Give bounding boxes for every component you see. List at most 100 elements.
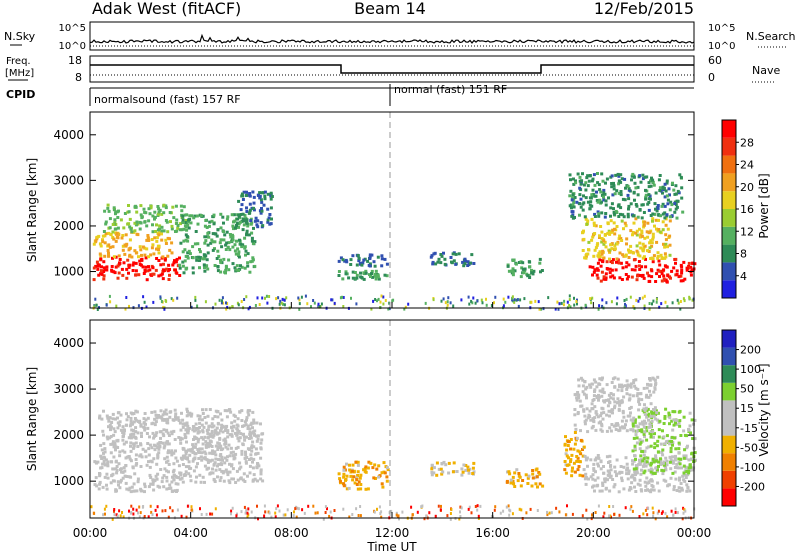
velocity-echo-cell	[170, 450, 174, 454]
velocity-echo-cell	[472, 470, 476, 474]
velocity-echo-cell	[143, 426, 147, 430]
power-noise-cell	[444, 301, 447, 305]
velocity-echo-cell	[673, 470, 677, 474]
velocity-echo-cell	[634, 464, 638, 468]
power-echo-cell	[168, 211, 172, 214]
velocity-echo-cell	[531, 476, 535, 480]
velocity-echo-cell	[128, 486, 132, 490]
velocity-echo-cell	[252, 418, 256, 422]
velocity-echo-cell	[363, 467, 367, 471]
velocity-echo-cell	[135, 410, 139, 414]
power-echo-cell	[237, 222, 241, 226]
power-echo-cell	[623, 221, 627, 225]
velocity-echo-cell	[106, 461, 110, 465]
velocity-echo-cell	[187, 472, 191, 476]
power-echo-cell	[243, 236, 247, 240]
power-echo-cell	[649, 179, 652, 183]
velocity-echo-cell	[200, 423, 204, 427]
velocity-echo-cell	[635, 441, 639, 445]
velocity-echo-cell	[595, 385, 599, 389]
power-echo-cell	[610, 185, 614, 189]
velocity-echo-cell	[356, 487, 360, 491]
velocity-echo-cell	[509, 481, 513, 485]
velocity-echo-cell	[166, 442, 170, 446]
velocity-echo-cell	[689, 465, 693, 469]
power-echo-cell	[663, 195, 667, 199]
velocity-echo-cell	[152, 436, 156, 440]
velocity-noise-cell	[263, 514, 266, 518]
velocity-echo-cell	[211, 471, 215, 475]
velocity-echo-cell	[512, 482, 516, 486]
power-echo-cell	[439, 261, 443, 265]
velocity-echo-cell	[98, 416, 101, 420]
velocity-echo-cell	[631, 462, 635, 466]
velocity-echo-cell	[139, 487, 143, 491]
velocity-echo-cell	[186, 430, 190, 434]
velocity-echo-cell	[194, 422, 198, 426]
velocity-echo-cell	[657, 428, 661, 432]
power-noise-cell	[172, 298, 175, 302]
velocity-echo-cell	[134, 418, 138, 422]
power-echo-cell	[619, 193, 623, 197]
power-echo-cell	[180, 209, 184, 213]
velocity-echo-cell	[201, 408, 204, 412]
velocity-noise-cell	[376, 507, 378, 511]
power-noise-cell	[298, 307, 301, 311]
power-echo-cell	[114, 265, 118, 269]
power-echo-cell	[650, 269, 654, 273]
power-echo-cell	[132, 230, 136, 234]
power-noise-cell	[679, 300, 682, 303]
power-noise-cell	[490, 304, 493, 307]
power-echo-cell	[162, 262, 165, 266]
power-echo-cell	[649, 239, 653, 243]
power-echo-cell	[222, 230, 226, 234]
power-noise-cell	[221, 299, 223, 303]
velocity-noise-cell	[585, 508, 588, 512]
velocity-echo-cell	[201, 437, 205, 441]
velocity-noise-cell	[286, 508, 289, 512]
power-echo-cell	[609, 243, 613, 247]
power-echo-cell	[674, 203, 678, 207]
velocity-echo-cell	[648, 422, 652, 426]
velocity-echo-cell	[578, 460, 582, 464]
velocity-echo-cell	[236, 428, 240, 432]
power-echo-cell	[657, 218, 660, 222]
velocity-echo-cell	[659, 463, 662, 466]
velocity-echo-cell	[643, 469, 647, 473]
velocity-echo-cell	[246, 410, 250, 414]
power-echo-cell	[608, 232, 612, 236]
velocity-echo-cell	[641, 464, 645, 468]
velocity-echo-cell	[121, 431, 125, 435]
power-echo-cell	[662, 268, 666, 272]
velocity-echo-cell	[174, 474, 178, 478]
power-echo-cell	[181, 221, 185, 224]
velocity-echo-cell	[674, 454, 677, 458]
power-echo-cell	[197, 255, 201, 259]
power-echo-cell	[207, 235, 211, 239]
velocity-echo-cell	[114, 489, 118, 493]
power-echo-cell	[212, 222, 216, 226]
velocity-echo-cell	[181, 418, 185, 422]
power-colorbar-tick-label: 24	[740, 159, 754, 172]
power-echo-cell	[668, 208, 672, 212]
power-colorbar-tick-label: 12	[740, 225, 754, 238]
velocity-echo-cell	[664, 465, 668, 469]
velocity-echo-cell	[644, 425, 648, 429]
power-echo-cell	[613, 227, 616, 231]
power-noise-cell	[601, 298, 604, 302]
power-echo-cell	[584, 196, 588, 200]
power-echo-cell	[198, 266, 201, 270]
velocity-echo-cell	[661, 472, 665, 476]
power-echo-cell	[662, 274, 666, 278]
velocity-echo-cell	[177, 436, 181, 439]
power-echo-cell	[687, 264, 691, 268]
velocity-echo-cell	[653, 471, 657, 475]
velocity-echo-cell	[107, 417, 111, 421]
velocity-echo-cell	[596, 454, 600, 457]
power-echo-cell	[242, 190, 246, 194]
velocity-echo-cell	[103, 450, 107, 454]
power-echo-cell	[593, 183, 597, 187]
velocity-echo-cell	[249, 453, 253, 457]
velocity-echo-cell	[656, 439, 660, 443]
velocity-echo-cell	[101, 485, 105, 489]
